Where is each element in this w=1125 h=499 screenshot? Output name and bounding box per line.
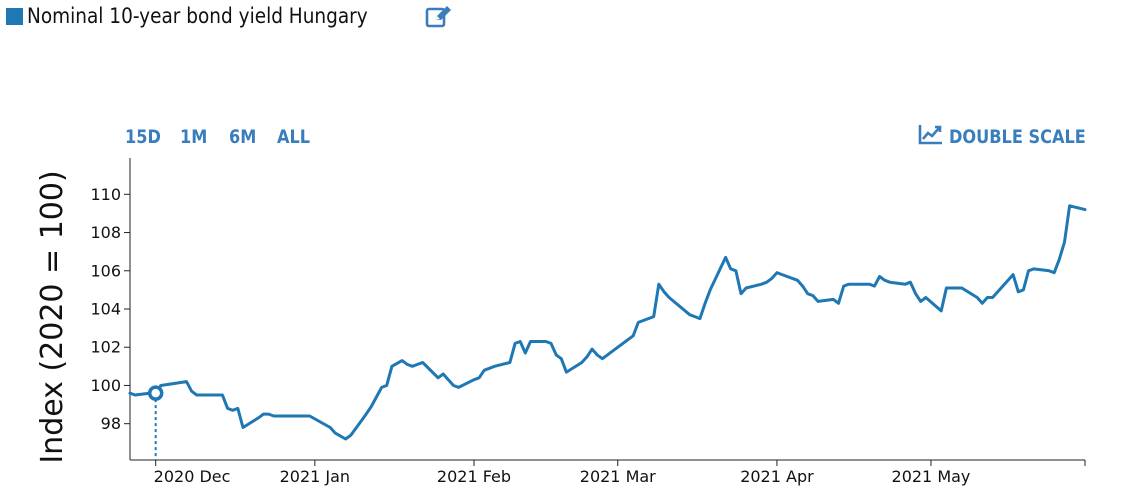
series-layer bbox=[128, 204, 1087, 441]
y-axis-title: Index (2020 = 100) bbox=[35, 170, 70, 463]
x-tick-label: 2021 Mar bbox=[580, 467, 656, 486]
x-tick-label: 2020 Dec bbox=[154, 467, 231, 486]
legend-swatch bbox=[6, 7, 23, 25]
y-tick-label: 102 bbox=[90, 338, 121, 357]
legend-title: Nominal 10-year bond yield Hungary bbox=[27, 4, 368, 28]
x-tick-label: 2021 May bbox=[892, 467, 971, 486]
x-tick-label: 2021 Feb bbox=[437, 467, 511, 486]
range-button-6m[interactable]: 6M bbox=[229, 126, 257, 148]
x-tick-label: 2021 Jan bbox=[280, 467, 350, 486]
marker-layer[interactable] bbox=[147, 385, 164, 460]
hover-marker[interactable] bbox=[147, 385, 164, 401]
range-button-all[interactable]: ALL bbox=[277, 126, 311, 148]
range-button-15d[interactable]: 15D bbox=[125, 126, 161, 148]
y-axis: 98 100 102 104 106 108 110 bbox=[90, 158, 131, 460]
y-tick-label: 108 bbox=[90, 223, 121, 242]
y-tick-label: 106 bbox=[90, 261, 121, 280]
y-tick-label: 104 bbox=[90, 300, 121, 319]
double-scale-button[interactable]: DOUBLE SCALE bbox=[918, 124, 1110, 150]
x-tick-label: 2021 Apr bbox=[740, 467, 814, 486]
x-axis: 2020 Dec 2021 Jan 2021 Feb 2021 Mar 2021 Apr… bbox=[130, 459, 1086, 486]
double-scale-label: DOUBLE SCALE bbox=[949, 126, 1086, 148]
line-chart-icon bbox=[918, 124, 943, 150]
range-button-1m[interactable]: 1M bbox=[180, 126, 208, 148]
series-line bbox=[128, 204, 1087, 441]
y-tick-label: 98 bbox=[101, 414, 121, 433]
y-tick-label: 110 bbox=[90, 185, 121, 204]
legend: Nominal 10-year bond yield Hungary bbox=[6, 2, 414, 30]
edit-icon[interactable] bbox=[425, 4, 453, 30]
y-tick-label: 100 bbox=[90, 376, 121, 395]
